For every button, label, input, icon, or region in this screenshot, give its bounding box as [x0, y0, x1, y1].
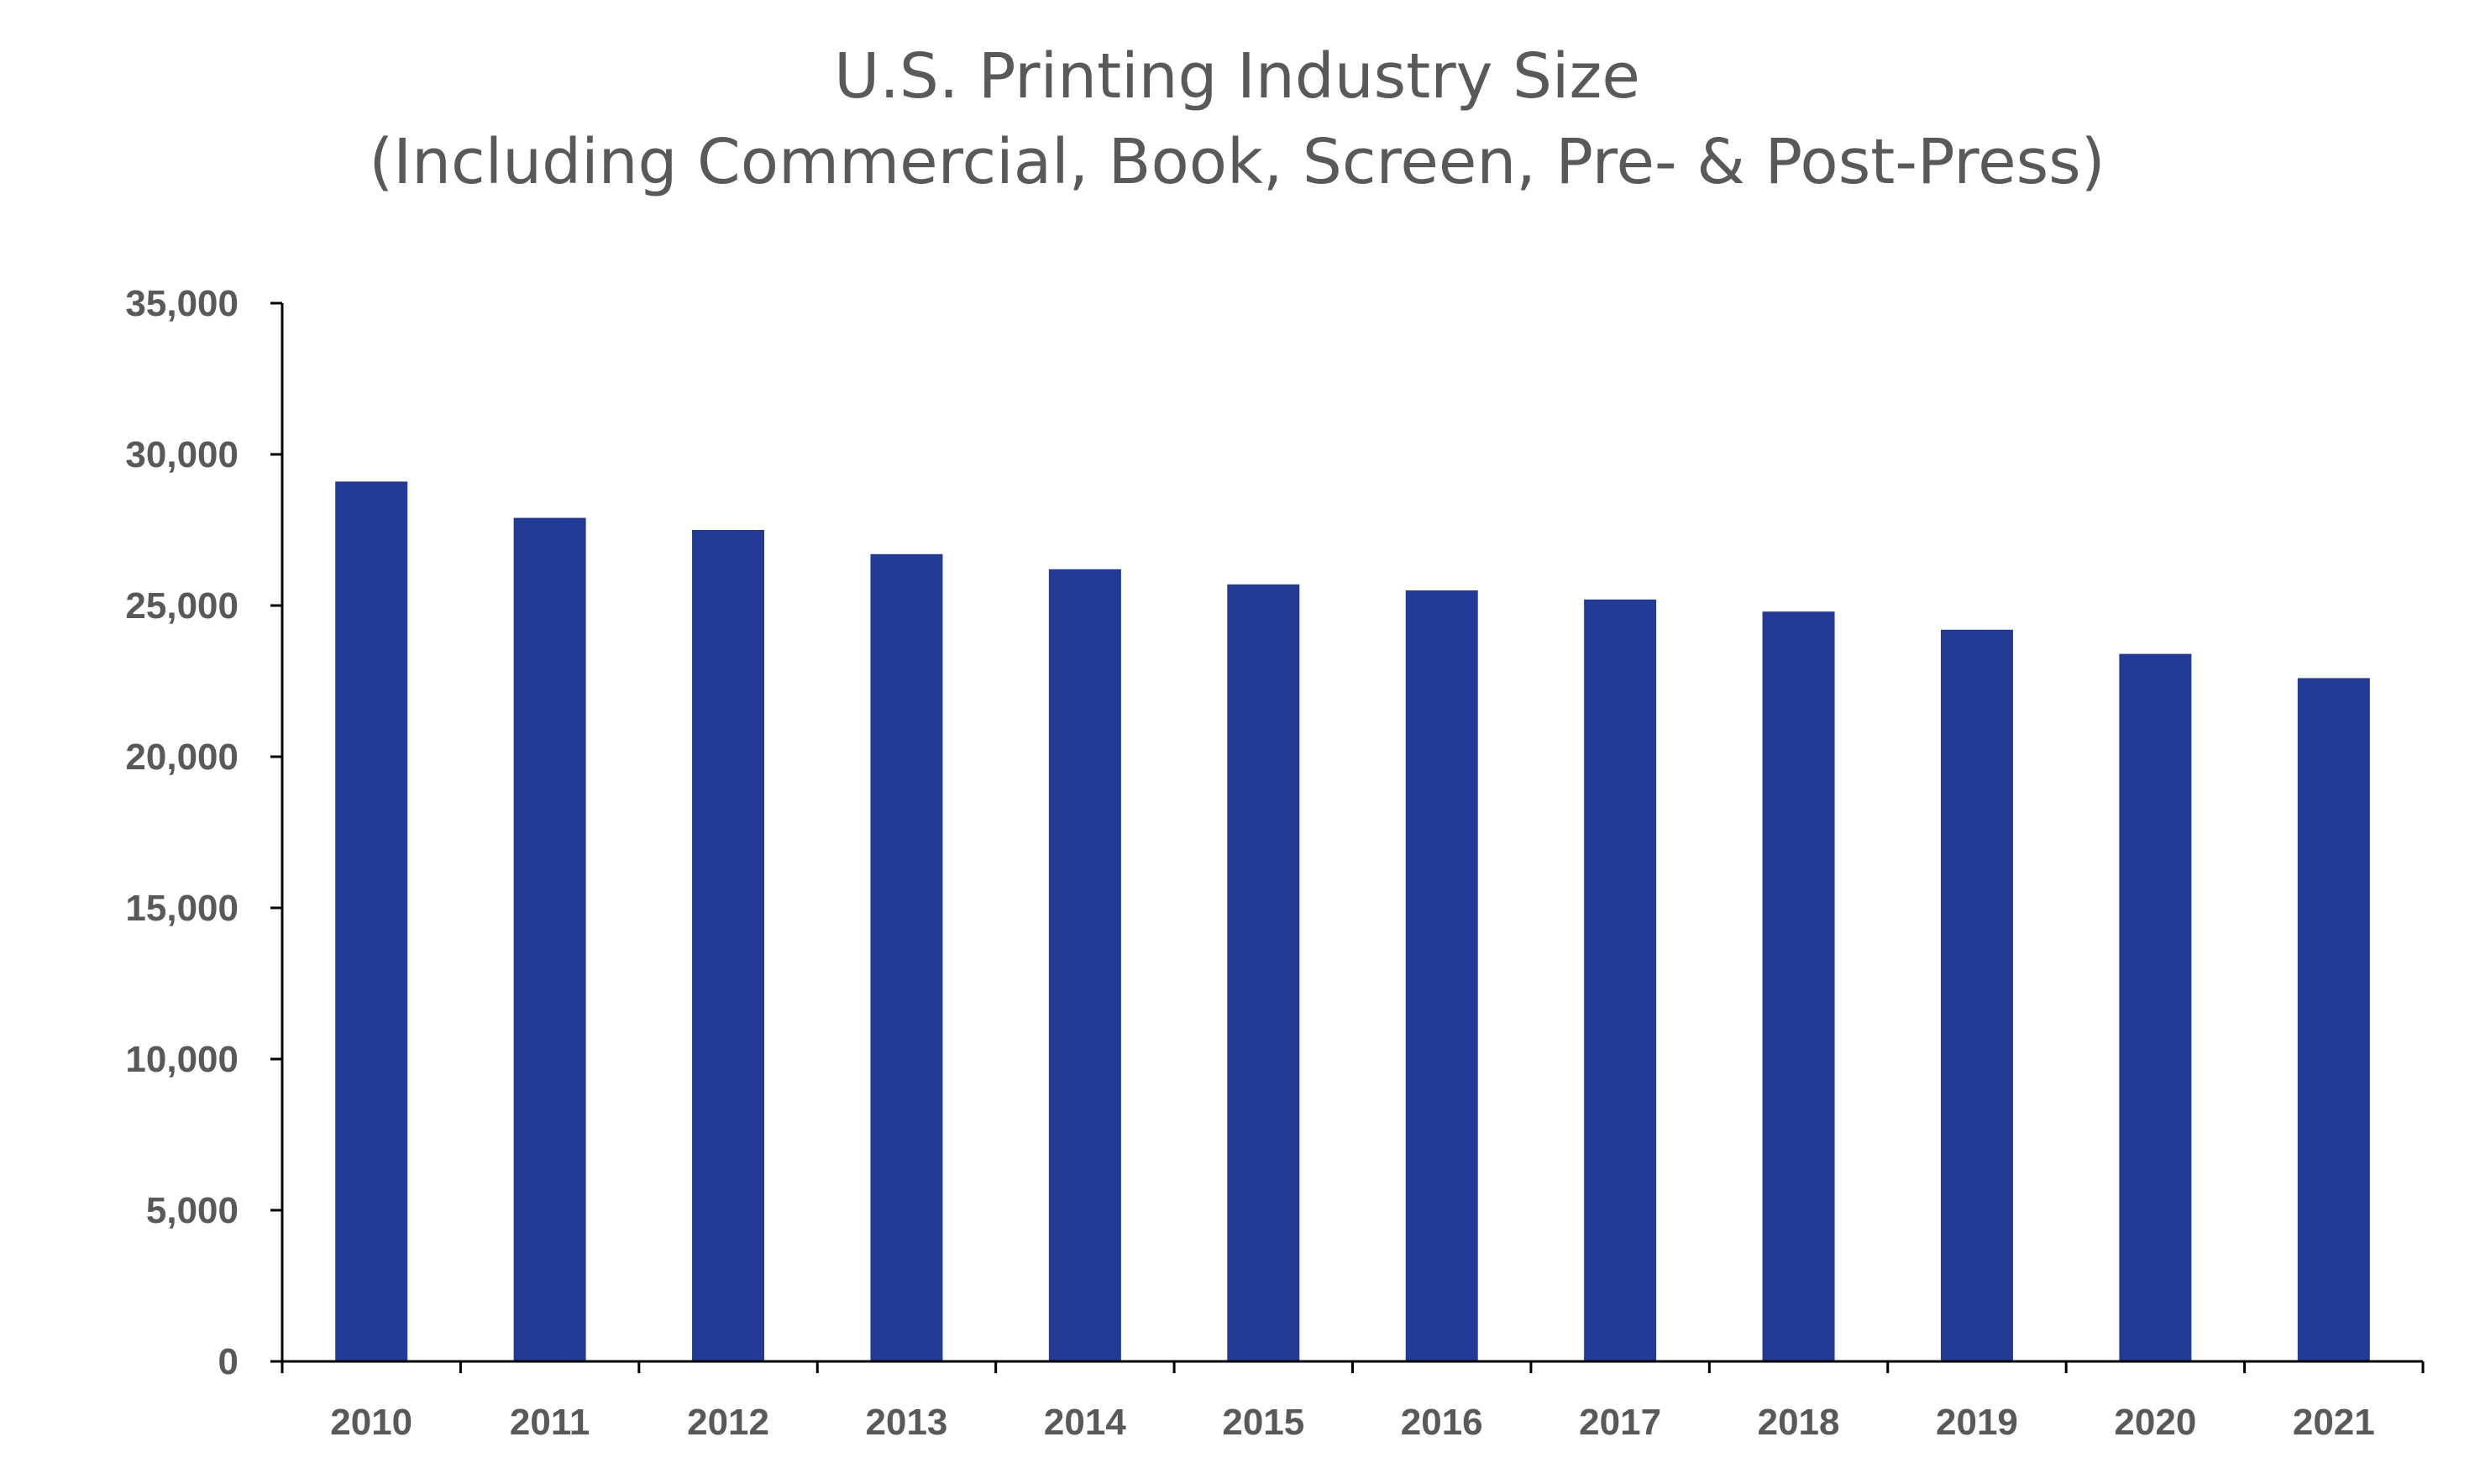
x-tick-label-2016: 2016: [1401, 1402, 1483, 1443]
y-tick-label: 20,000: [125, 737, 239, 778]
y-tick-label: 25,000: [125, 585, 239, 627]
y-tick-label: 0: [218, 1341, 239, 1382]
x-tick-label-2013: 2013: [866, 1402, 948, 1443]
x-tick-label-2017: 2017: [1579, 1402, 1661, 1443]
bar-2018: [1762, 611, 1835, 1361]
y-tick-label: 15,000: [125, 888, 239, 929]
x-tick-label-2018: 2018: [1758, 1402, 1840, 1443]
bar-2021: [2297, 678, 2370, 1361]
bar-2015: [1227, 584, 1300, 1361]
bar-2010: [335, 481, 408, 1361]
x-tick-label-2020: 2020: [2114, 1402, 2196, 1443]
y-tick-label: 10,000: [125, 1039, 239, 1080]
y-tick-label: 35,000: [125, 283, 239, 324]
y-tick-label: 5,000: [146, 1190, 239, 1231]
bar-2016: [1405, 590, 1478, 1361]
x-tick-label-2014: 2014: [1044, 1402, 1126, 1443]
x-tick-label-2019: 2019: [1936, 1402, 2018, 1443]
chart-title-line-1: U.S. Printing Industry Size: [834, 40, 1640, 113]
x-tick-label-2015: 2015: [1222, 1402, 1304, 1443]
bar-2014: [1048, 569, 1121, 1361]
bar-2020: [2119, 653, 2192, 1361]
bar-2019: [1940, 629, 2013, 1361]
x-tick-label-2021: 2021: [2293, 1402, 2375, 1443]
y-tick-label: 30,000: [125, 434, 239, 475]
x-tick-label-2010: 2010: [330, 1402, 412, 1443]
bar-2013: [870, 553, 943, 1361]
bar-2012: [692, 530, 765, 1361]
bar-2011: [513, 517, 586, 1361]
chart-title-line-2: (Including Commercial, Book, Screen, Pre…: [369, 126, 2105, 198]
x-tick-label-2012: 2012: [687, 1402, 769, 1443]
bar-2017: [1584, 599, 1657, 1361]
x-tick-label-2011: 2011: [510, 1402, 590, 1443]
